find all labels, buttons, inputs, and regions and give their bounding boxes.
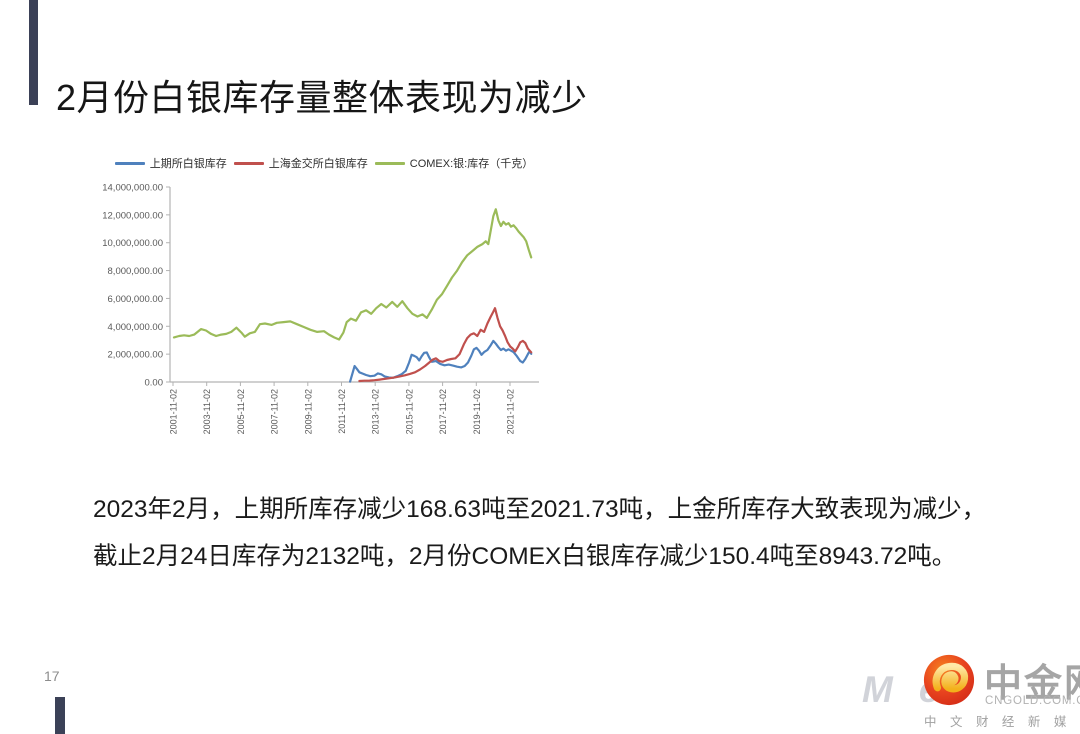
legend-label: 上期所白银库存 [149, 158, 227, 170]
svg-text:2011-11-02: 2011-11-02 [337, 389, 347, 434]
legend-item-comex: COMEX:银:库存（千克） [374, 155, 534, 171]
svg-text:12,000,000.00: 12,000,000.00 [102, 210, 163, 221]
svg-text:2019-11-02: 2019-11-02 [472, 389, 482, 434]
legend-label: 上海金交所白银库存 [268, 158, 368, 170]
svg-text:2,000,000.00: 2,000,000.00 [108, 350, 163, 361]
page-number: 17 [44, 668, 60, 684]
chart-legend: 上期所白银库存 上海金交所白银库存 COMEX:银:库存（千克） [98, 155, 550, 171]
legend-label: COMEX:银:库存（千克） [409, 158, 534, 170]
cngold-logo: Me 中金网 CNGOLD.COM.CN 中 文 财 经 新 媒 体 [858, 645, 1080, 734]
svg-text:2017-11-02: 2017-11-02 [438, 389, 448, 434]
svg-text:10,000,000.00: 10,000,000.00 [102, 238, 163, 249]
svg-text:14,000,000.00: 14,000,000.00 [102, 183, 163, 194]
legend-item-sge: 上海金交所白银库存 [233, 155, 368, 171]
title-accent-bar [29, 0, 38, 105]
svg-text:4,000,000.00: 4,000,000.00 [108, 322, 163, 333]
summary-line-2: 截止2月24日库存为2132吨，2月份COMEX白银库存减少150.4吨至894… [93, 543, 957, 570]
svg-text:2021-11-02: 2021-11-02 [506, 389, 516, 434]
brand-name: 中金网 [984, 663, 1080, 705]
cngold-logo-icon [923, 654, 975, 706]
svg-text:2001-11-02: 2001-11-02 [169, 389, 179, 434]
svg-text:2005-11-02: 2005-11-02 [236, 389, 246, 434]
svg-text:2015-11-02: 2015-11-02 [404, 389, 414, 434]
legend-line-swatch-green [374, 161, 405, 165]
svg-text:0.00: 0.00 [145, 378, 164, 389]
svg-text:2013-11-02: 2013-11-02 [371, 389, 381, 434]
page-title: 2月份白银库存量整体表现为减少 [56, 77, 588, 119]
svg-text:6,000,000.00: 6,000,000.00 [108, 294, 163, 305]
footer-accent-bar [55, 697, 65, 734]
svg-text:8,000,000.00: 8,000,000.00 [108, 266, 163, 277]
silver-inventory-chart: 上期所白银库存 上海金交所白银库存 COMEX:银:库存（千克） 0.00 2,0… [98, 155, 550, 449]
svg-text:2003-11-02: 2003-11-02 [202, 389, 212, 434]
chart-canvas: 0.00 2,000,000.00 4,000,000.00 6,000,000.00… [102, 183, 539, 434]
brand-domain: CNGOLD.COM.CN [985, 695, 1080, 707]
svg-text:2009-11-02: 2009-11-02 [303, 389, 313, 434]
legend-line-swatch-red [233, 161, 264, 165]
brand-tagline: 中 文 财 经 新 媒 体 [924, 715, 1080, 729]
summary-line-1: 2023年2月，上期所库存减少168.63吨至2021.73吨，上金所库存大致表… [93, 496, 987, 523]
legend-line-swatch-blue [114, 161, 145, 165]
svg-text:2007-11-02: 2007-11-02 [270, 389, 280, 434]
summary-paragraph: 2023年2月，上期所库存减少168.63吨至2021.73吨，上金所库存大致表… [93, 486, 1023, 580]
legend-item-shfe: 上期所白银库存 [114, 155, 227, 171]
